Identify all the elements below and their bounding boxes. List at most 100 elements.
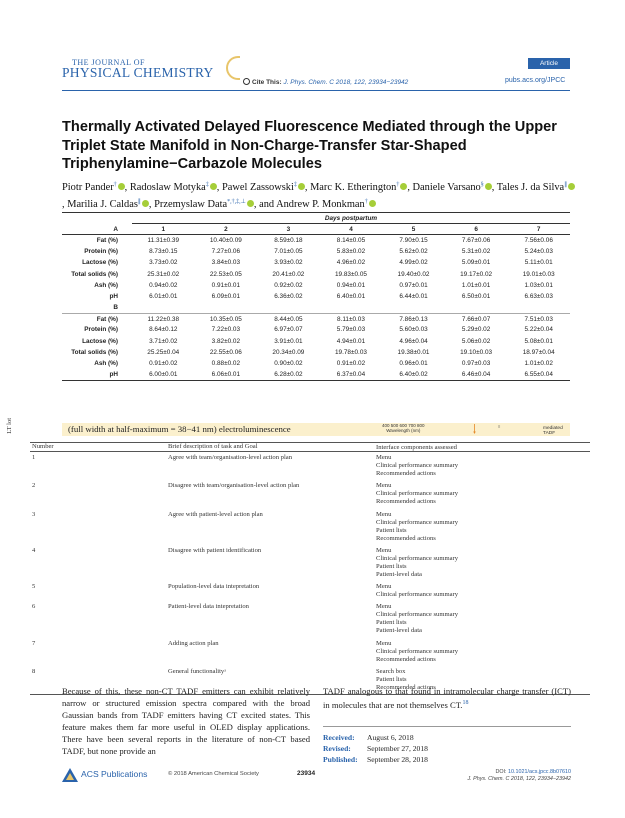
body-text-right-content: TADF analogous to that found in intramol… [323, 686, 571, 711]
tadf-label: mediated TADF [543, 426, 563, 436]
orcid-icon[interactable] [568, 183, 576, 190]
table-cell: 6.46±0.04 [444, 369, 508, 381]
author-name[interactable]: Tales J. da Silva [494, 182, 565, 193]
body-text-left: Because of this, these non-CT TADF emitt… [62, 686, 310, 757]
journal-link[interactable]: pubs.acs.org/JPCC [505, 77, 566, 84]
affiliation-marker: ‡ [205, 182, 209, 188]
author-name[interactable]: Pawel Zassowski [219, 182, 294, 193]
doi-link[interactable]: 10.1021/acs.jpcc.8b07610 [508, 769, 571, 775]
article-title: Thermally Activated Delayed Fluorescence… [62, 119, 557, 172]
table-cell: 8.59±0.18 [274, 237, 303, 245]
table-cell: 4.94±0.01 [336, 337, 366, 345]
table-cell: 0.96±0.01 [399, 360, 428, 368]
task-components: Menu Clinical performance summary Patient … [376, 603, 458, 635]
publisher-name[interactable]: ACS Publications [81, 769, 148, 779]
table-cell: 5.11±0.01 [524, 259, 553, 267]
table-cell: 8.44±0.05 [274, 315, 303, 323]
table-cell: 5.08±0.01 [524, 337, 553, 345]
task-number: 8 [32, 668, 36, 676]
cite-icon [243, 78, 250, 85]
table-cell: 3.73±0.02 [149, 259, 178, 267]
component-item: Menu [376, 583, 392, 591]
table-cell: 4.96±0.04 [399, 337, 428, 345]
component-item: Clinical performance summary [376, 490, 459, 498]
task-table-bottom-rule [30, 694, 590, 696]
table-cell: 0.90±0.02 [274, 360, 303, 368]
table-row: Fat (%) 11.31±0.39 10.40±0.09 8.59±0.18 8.14… [62, 235, 570, 246]
reference-link[interactable]: 18 [462, 700, 469, 707]
author-name[interactable]: Przemyslaw Data [151, 199, 228, 210]
table-cell: 19.83±0.05 [334, 270, 367, 278]
orcid-icon[interactable] [400, 183, 408, 190]
table-cell: 5.24±0.03 [524, 248, 553, 256]
row-label: pH [109, 292, 118, 300]
orcid-icon[interactable] [297, 183, 305, 190]
row-label: Protein (%) [84, 326, 118, 334]
table-cell: 7.67±0.06 [461, 237, 491, 245]
table-cell: 0.91±0.02 [149, 360, 178, 368]
table-cell: 7.51±0.03 [524, 315, 553, 323]
table-cell: 6.63±0.03 [524, 292, 553, 300]
author-name[interactable]: Radoslaw Motyka [127, 182, 206, 193]
author-name[interactable]: Marc K. Etherington [307, 182, 397, 193]
table-row: pH 6.00±0.01 6.06±0.01 6.28±0.02 6.37±0.04 6.… [62, 369, 570, 381]
task-row: 1 Agree with team/organisation-level acti… [30, 452, 590, 480]
table-cell: 0.88±0.02 [211, 360, 241, 368]
table-cell: 0.97±0.01 [399, 281, 428, 289]
task-row: 5 Population-level data intepretation Menu… [30, 581, 590, 601]
table-cell: 6.40±0.02 [382, 369, 445, 381]
orcid-icon[interactable] [246, 200, 254, 207]
table-cell: 0.91±0.01 [211, 281, 241, 289]
date-revised: Revised: September 27, 2018 [323, 744, 428, 753]
page-number: 23934 [297, 770, 316, 777]
table-span-header: Days postpartum [62, 212, 570, 225]
orcid-icon[interactable] [141, 200, 149, 207]
table-cell: 11.22±0.38 [147, 315, 180, 323]
task-row: 2 Disagree with team/organisation-level a… [30, 480, 590, 508]
table-cell: 1.01±0.02 [524, 360, 553, 368]
table-cell: 6.50±0.01 [461, 292, 491, 300]
orcid-icon[interactable] [209, 183, 217, 190]
affiliation-marker: † [113, 182, 117, 188]
table-cell: 6.37±0.04 [319, 369, 383, 381]
task-row: 6 Patient-level data intepretation Menu Cli… [30, 601, 590, 637]
table-cell: 20.34±0.09 [272, 348, 305, 356]
table-cell: 5.31±0.02 [461, 248, 491, 256]
task-row: 8 General functionalityᵃ Search box Patient… [30, 666, 590, 694]
table-cell: 5.79±0.03 [336, 326, 366, 334]
component-item: Menu [376, 603, 392, 611]
column-header-day: 6 [444, 223, 508, 236]
wavelength-label: Wavelength (nm) [386, 428, 421, 433]
row-label: pH [62, 369, 132, 381]
orcid-icon[interactable] [368, 200, 376, 207]
component-item: Search box [376, 668, 406, 676]
table-cell: 3.71±0.02 [149, 337, 178, 345]
copyright: © 2018 American Chemical Society [168, 771, 259, 777]
body-text-right: TADF analogous to that found in intramol… [323, 685, 571, 711]
author-name[interactable]: Piotr Pander [62, 182, 114, 193]
task-number: 4 [32, 546, 36, 554]
table-cell: 0.92±0.02 [274, 281, 303, 289]
date-received: Received: August 6, 2018 [323, 733, 414, 742]
component-item: Recommended actions [376, 470, 436, 477]
author-name[interactable]: Daniele Varsano [409, 182, 481, 193]
component-item: Patient lists [376, 562, 407, 570]
journal-logo-c-icon [226, 56, 240, 80]
table-cell: 3.93±0.02 [274, 259, 303, 267]
orcid-icon[interactable] [484, 183, 492, 190]
footer-journal-ref: J. Phys. Chem. C 2018, 122, 23934−23942 [467, 776, 571, 782]
table-cell: 22.55±0.06 [209, 348, 242, 356]
cite-reference[interactable]: J. Phys. Chem. C 2018, 122, 23934−23942 [283, 79, 409, 86]
component-item: Clinical performance summary [376, 554, 459, 562]
table-cell: 8.14±0.05 [336, 237, 366, 245]
table-cell: 19.17±0.02 [460, 270, 493, 278]
cite-this[interactable]: Cite This: J. Phys. Chem. C 2018, 122, 2… [243, 78, 408, 86]
author-name[interactable]: and Andrew P. Monkman [256, 199, 365, 210]
wavelength-axis: 400 500 600 700 800 Wavelength (nm) [382, 423, 425, 433]
orcid-icon[interactable] [117, 183, 125, 190]
level-marks-icon: ≡ [498, 424, 501, 429]
group-b-rows: Fat (%) 11.22±0.38 10.35±0.05 8.44±0.05 8.11… [62, 313, 570, 381]
doi-block: DOI: 10.1021/acs.jpcc.8b07610 J. Phys. C… [440, 769, 571, 783]
author-name[interactable]: Marilia J. Caldas [64, 199, 138, 210]
